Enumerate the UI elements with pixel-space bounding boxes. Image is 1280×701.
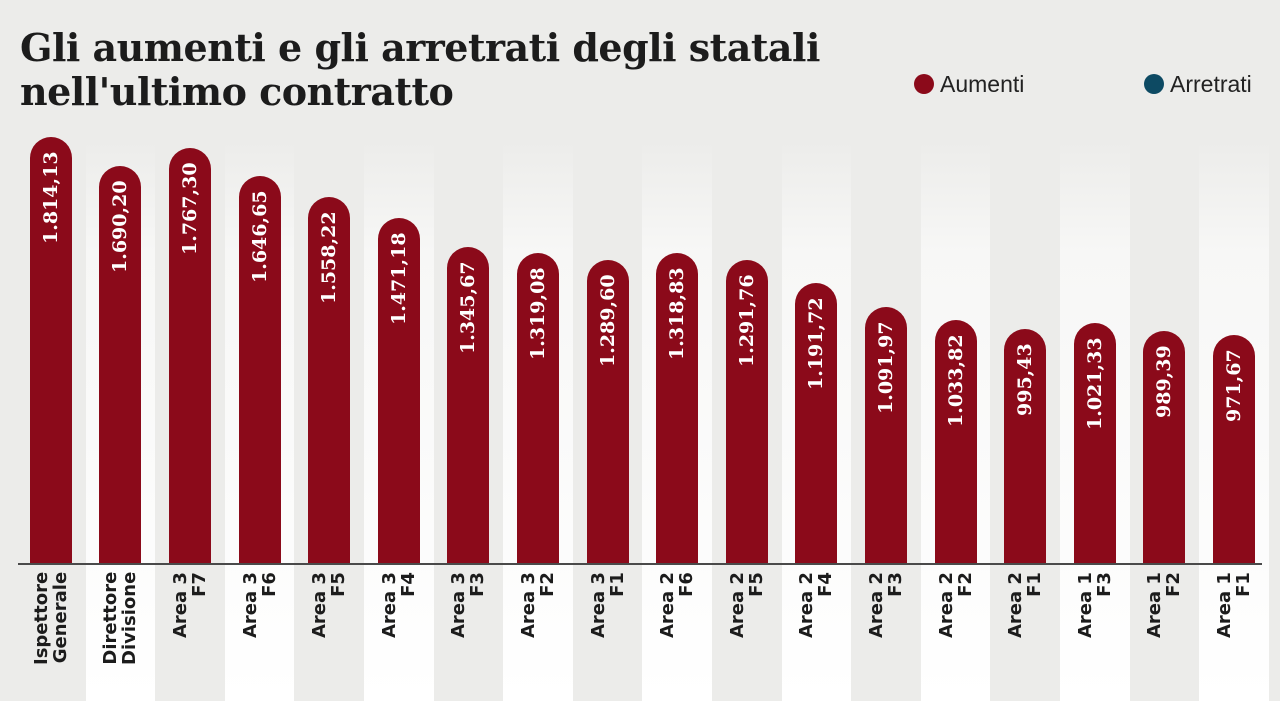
bar-value-label: 1.319,08 — [527, 267, 549, 361]
x-tick-label: Area 2 F6 — [657, 572, 698, 638]
bar — [1143, 330, 1186, 563]
bar-value-label: 1.033,82 — [944, 334, 967, 428]
x-tick-label: Area 1 F1 — [1214, 572, 1254, 638]
x-tick-label-line: F2 — [1163, 572, 1185, 597]
bar — [308, 197, 351, 563]
legend-swatch-aumenti — [914, 74, 934, 94]
x-tick-label-line: F7 — [189, 572, 210, 597]
bar-value-label: 1.767,30 — [179, 162, 201, 255]
bar-value-label: 1.814,13 — [39, 151, 62, 244]
bar-value-label: 971,67 — [1223, 349, 1245, 422]
bar-value-label: 1.558,22 — [318, 211, 341, 305]
bar — [934, 320, 977, 563]
x-tick-label: Area 2 F3 — [866, 572, 906, 638]
bar-value-label: 1.289,60 — [596, 274, 619, 368]
bar — [725, 259, 768, 563]
x-tick-label: Area 3 F3 — [448, 572, 489, 638]
x-tick-label: Area 3 F1 — [587, 572, 628, 638]
chart-title: Gli aumenti e gli arretrati degli statal… — [20, 25, 820, 114]
x-tick-label: Area 3 F4 — [378, 572, 419, 638]
bar — [238, 176, 281, 563]
bar-value-label: 1.471,18 — [387, 231, 410, 325]
x-tick-label-line: Divisione — [119, 571, 141, 665]
x-tick-label: Area 2 F2 — [935, 572, 976, 638]
bar-value-label: 989,39 — [1153, 344, 1176, 418]
x-tick-label-line: Area 1 — [1074, 572, 1096, 638]
x-tick-label-line: Area 3 — [587, 572, 609, 638]
x-tick-label-line: F3 — [1093, 572, 1115, 597]
legend-item-aumenti: Aumenti — [914, 71, 1024, 97]
x-tick-label-line: F4 — [397, 572, 419, 597]
x-tick-label-line: Area 3 — [378, 572, 400, 638]
bar — [586, 260, 629, 563]
x-tick-label: Area 2 F5 — [726, 572, 767, 638]
x-tick-label-line: Area 2 — [726, 572, 748, 638]
bar — [1213, 334, 1255, 563]
x-tick-label: Area 3 F6 — [239, 572, 280, 638]
x-tick-label-line: Generale — [49, 571, 71, 664]
x-axis-baseline — [18, 563, 1262, 565]
bar — [1073, 323, 1116, 563]
bar — [29, 137, 72, 563]
x-tick-label-line: F1 — [606, 572, 628, 597]
x-tick-label-line: F4 — [815, 572, 837, 597]
bar — [377, 217, 420, 563]
x-tick-label-line: Area 2 — [1005, 572, 1027, 638]
x-tick-label: Area 3 F7 — [170, 572, 210, 638]
x-tick-label-line: Area 2 — [866, 572, 887, 638]
x-tick-label-line: F6 — [258, 572, 280, 597]
bar-value-label: 1.318,83 — [666, 267, 689, 361]
x-tick-label: Area 3 F2 — [518, 572, 558, 638]
bar — [447, 247, 490, 563]
bar — [865, 306, 907, 563]
x-tick-label-line: F5 — [745, 572, 767, 597]
bar — [656, 253, 699, 563]
x-tick-label-line: Area 3 — [309, 572, 331, 638]
x-tick-label-line: F5 — [328, 572, 350, 597]
legend-swatch-arretrati — [1144, 74, 1164, 94]
bar-value-label: 995,43 — [1014, 343, 1037, 417]
x-tick-label: Area 2 F1 — [1005, 572, 1046, 638]
bar-value-label: 1.690,20 — [109, 180, 132, 274]
bar — [795, 283, 838, 563]
x-tick-label-line: F2 — [954, 572, 976, 597]
x-tick-label-line: Area 3 — [448, 572, 470, 638]
x-tick-label-line: Area 3 — [518, 572, 539, 638]
x-tick-label-line: F3 — [467, 572, 489, 597]
x-tick-label-line: Area 3 — [239, 572, 261, 638]
x-tick-label-line: Area 2 — [796, 572, 818, 638]
x-tick-label-line: F6 — [676, 572, 698, 597]
bar — [1004, 329, 1047, 563]
x-tick-label: Area 3 F5 — [309, 572, 350, 638]
legend-label-arretrati: Arretrati — [1170, 70, 1252, 97]
bar-value-label: 1.345,67 — [457, 261, 480, 354]
bar — [99, 166, 142, 563]
bar-value-label: 1.646,65 — [248, 190, 271, 284]
x-tick-label-line: Area 1 — [1214, 572, 1235, 638]
bar — [517, 253, 559, 563]
x-tick-label-line: F1 — [1024, 572, 1046, 597]
x-tick-label-line: F1 — [1233, 572, 1254, 597]
x-tick-label: Area 1 F3 — [1074, 572, 1115, 638]
x-tick-label-line: Ispettore — [30, 571, 52, 665]
x-tick-label: Area 2 F4 — [796, 572, 837, 638]
x-tick-label-line: F3 — [885, 572, 906, 597]
bar-value-label: 1.291,76 — [735, 274, 758, 367]
bar — [169, 147, 211, 563]
x-tick-label-line: Area 2 — [657, 572, 679, 638]
bar-value-label: 1.191,72 — [805, 297, 828, 391]
x-tick-label-line: Direttore — [100, 571, 122, 665]
x-tick-label-line: F2 — [537, 572, 558, 597]
legend-label-aumenti: Aumenti — [940, 70, 1025, 97]
bar-value-label: 1.021,33 — [1083, 337, 1106, 431]
x-tick-label: Direttore Divisione — [100, 571, 141, 665]
x-tick-label: Ispettore Generale — [30, 571, 71, 665]
x-tick-label-line: Area 1 — [1144, 572, 1166, 638]
bar-value-label: 1.091,97 — [875, 321, 897, 414]
x-tick-label: Area 1 F2 — [1144, 572, 1185, 638]
x-tick-label-line: Area 2 — [935, 572, 957, 638]
legend-item-arretrati: Arretrati — [1144, 71, 1252, 97]
x-tick-label-line: Area 3 — [170, 572, 191, 638]
